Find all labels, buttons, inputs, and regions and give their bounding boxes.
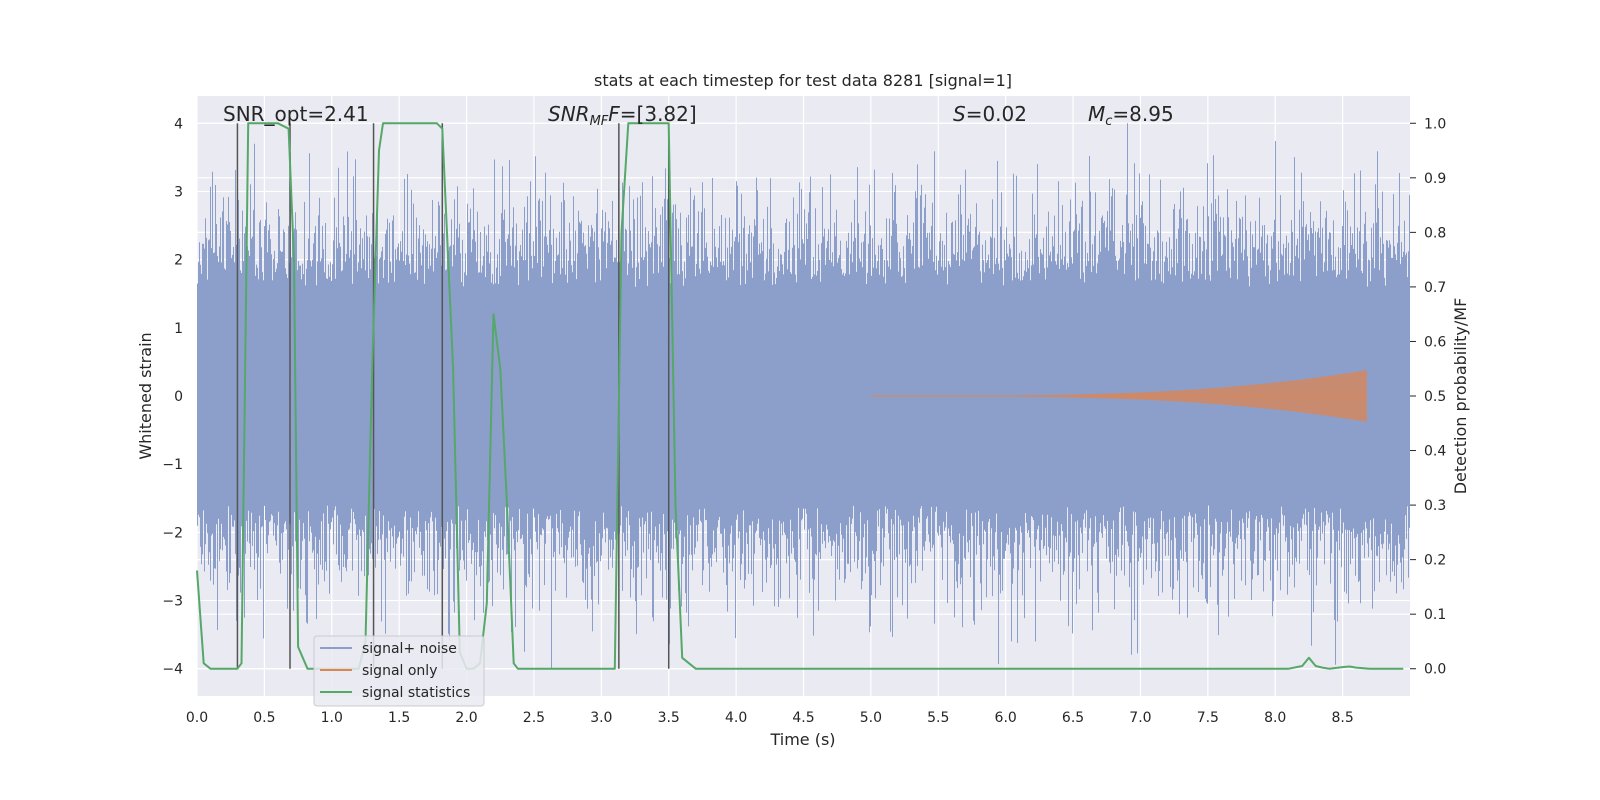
x-tick-label: 2.0 (455, 710, 477, 726)
series-signal-only (870, 370, 1367, 422)
x-tick-label: 8.0 (1264, 710, 1286, 726)
signal-statistics-line (196, 122, 1404, 670)
annotation-snr-mf-sub: MF (590, 114, 609, 129)
y-right-tick-label: 0.1 (1424, 607, 1446, 623)
x-tick-label: 8.5 (1331, 710, 1353, 726)
y-right-tick-label: 0.7 (1424, 280, 1446, 296)
legend-box (313, 635, 485, 707)
x-tick-label: 6.0 (995, 710, 1017, 726)
y-tick-label: −4 (162, 662, 183, 678)
annotation-snr-mf-f: F (608, 102, 620, 126)
x-tick-label: 1.0 (321, 710, 343, 726)
noise-spikes (197, 123, 1410, 669)
legend-label-signal-noise: signal+ noise (362, 641, 457, 657)
series-signal-statistics (196, 122, 1404, 670)
annotations: SNR_opt=2.41 SNRMFF=[3.82] S=0.02 Mc=8.9… (223, 102, 1174, 129)
y-axis-label: Whitened strain (136, 332, 155, 459)
x-axis-label: Time (s) (769, 730, 835, 749)
y-right-tick-label: 0.9 (1424, 171, 1446, 187)
y-right-tick-label: 0.5 (1424, 389, 1446, 405)
annotation-s: S=0.02 (953, 102, 1027, 126)
y-tick-label: 0 (174, 389, 183, 405)
legend-label-signal-only: signal only (362, 663, 437, 679)
x-tick-label: 0.5 (253, 710, 275, 726)
annotation-snr-opt: SNR_opt=2.41 (223, 102, 369, 126)
y-tick-label: 3 (174, 184, 183, 200)
x-tick-label: 3.5 (658, 710, 680, 726)
x-tick-label: 0.0 (186, 710, 208, 726)
y-tick-label: 4 (174, 116, 183, 132)
annotation-snr-mf-value: =[3.82] (620, 102, 697, 126)
y-right-axis-label: Detection probability/MF (1451, 298, 1470, 495)
x-tick-label: 5.5 (927, 710, 949, 726)
x-tick-label: 7.5 (1197, 710, 1219, 726)
y-right-tick-label: 0.6 (1424, 334, 1446, 350)
legend-label-signal-statistics: signal statistics (362, 685, 470, 701)
plot-area (196, 96, 1410, 696)
annotation-mc: Mc=8.95 (1088, 102, 1174, 129)
x-tick-label: 3.0 (590, 710, 612, 726)
y-right-tick-label: 0.2 (1424, 553, 1446, 569)
y-right-tick-label: 0.3 (1424, 498, 1446, 514)
vertical-markers (236, 123, 670, 669)
x-tick-label: 4.5 (792, 710, 814, 726)
y-right-axis-ticks: 0.0 0.1 0.2 0.3 0.4 0.5 0.6 0.7 0.8 0.9 1.0 (1410, 116, 1446, 678)
y-tick-label: 1 (174, 321, 183, 337)
annotation-snr-mf-name: SNR (548, 102, 590, 126)
y-right-tick-label: 0.4 (1424, 444, 1446, 460)
y-tick-label: −3 (162, 594, 183, 610)
y-tick-label: 2 (174, 253, 183, 269)
annotation-s-value: =0.02 (966, 102, 1027, 126)
y-tick-label: −1 (162, 457, 183, 473)
annotation-mc-name: M (1088, 102, 1105, 126)
x-axis-ticks: 0.0 0.5 1.0 1.5 2.0 2.5 3.0 3.5 4.0 4.5 5.0 5.5 6.0 6… (186, 710, 1354, 726)
y-right-tick-label: 1.0 (1424, 116, 1446, 132)
x-tick-label: 5.0 (860, 710, 882, 726)
chart-title: stats at each timestep for test data 828… (594, 71, 1012, 90)
x-tick-label: 4.0 (725, 710, 747, 726)
legend: signal+ noise signal only signal statist… (313, 635, 485, 707)
x-tick-label: 6.5 (1062, 710, 1084, 726)
y-right-tick-label: 0.0 (1424, 662, 1446, 678)
y-right-tick-label: 0.8 (1424, 225, 1446, 241)
x-tick-label: 2.5 (523, 710, 545, 726)
annotation-mc-sub: c (1105, 114, 1112, 129)
x-tick-label: 1.5 (388, 710, 410, 726)
x-tick-label: 7.0 (1129, 710, 1151, 726)
annotation-mc-value: =8.95 (1112, 102, 1173, 126)
y-axis-ticks: −4 −3 −2 −1 0 1 2 3 4 (162, 116, 183, 677)
annotation-s-name: S (953, 102, 966, 126)
annotation-snr-mf: SNRMFF=[3.82] (548, 102, 697, 129)
y-tick-label: −2 (162, 525, 183, 541)
